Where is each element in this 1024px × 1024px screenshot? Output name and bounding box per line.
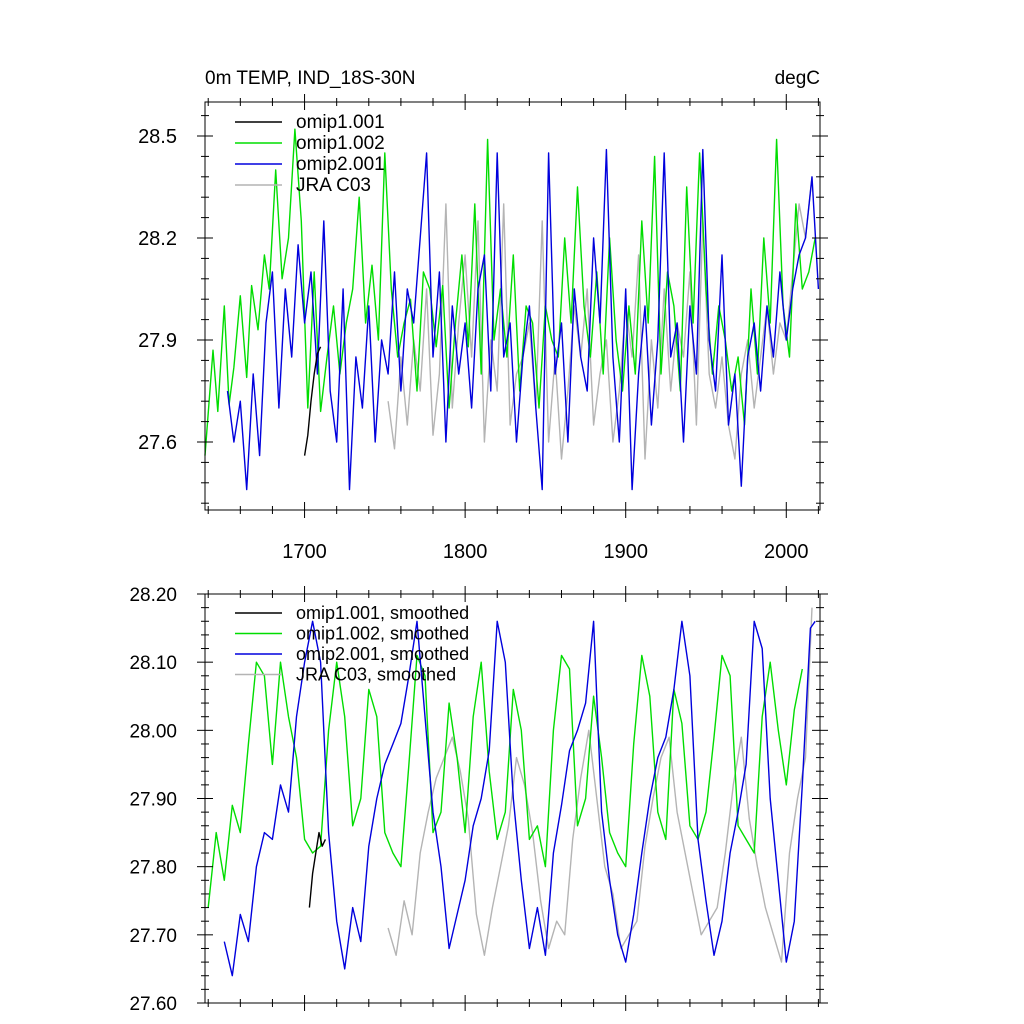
chart-units: degC	[775, 68, 820, 89]
y-tick-label: 27.70	[129, 926, 177, 947]
x-tick-label: 1800	[443, 541, 488, 563]
series-line-2	[226, 148, 820, 491]
series-line-3	[387, 176, 813, 460]
y-tick-label: 28.00	[129, 721, 177, 742]
legend-label: JRA C03, smoothed	[296, 665, 456, 685]
legend-label: omip1.001, smoothed	[296, 603, 469, 623]
series-line-1	[207, 654, 803, 908]
series-line-0	[308, 831, 327, 908]
series-layer	[204, 128, 820, 491]
y-tick-label: 28.5	[138, 126, 177, 148]
legend-label: omip2.001, smoothed	[296, 644, 469, 664]
ticks-layer: 27.60 27.70 27.80 27.90 28.00 28.10 28.20	[129, 585, 828, 1015]
legend-label: omip1.002	[296, 133, 385, 154]
series-line-2	[223, 620, 816, 977]
x-tick-label: 1700	[282, 541, 327, 563]
series-line-0	[303, 346, 322, 456]
y-tick-label: 27.80	[129, 858, 177, 879]
x-tick-label: 1900	[603, 541, 648, 563]
y-tick-label: 27.6	[138, 432, 177, 454]
ticks-layer: 1700 1800 1900 2000 27.6 27.9 28.2 28.5	[138, 94, 828, 563]
chart-title: 0m TEMP, IND_18S-30N	[205, 68, 416, 89]
bottom-chart-panel: 27.60 27.70 27.80 27.90 28.00 28.10 28.20 omip…	[129, 585, 828, 1015]
y-tick-label: 27.90	[129, 790, 177, 811]
y-tick-label: 27.60	[129, 994, 177, 1015]
series-layer	[207, 607, 816, 977]
series-line-3	[387, 607, 813, 963]
plot-frame	[204, 101, 821, 511]
legend-label: JRA C03	[296, 175, 371, 196]
top-chart-panel: 0m TEMP, IND_18S-30N degC 1700 1800 1900 20…	[138, 68, 828, 563]
y-tick-label: 28.2	[138, 228, 177, 250]
legend-label: omip1.002, smoothed	[296, 624, 469, 644]
series-line-1	[204, 128, 816, 456]
x-tick-label: 2000	[764, 541, 809, 563]
legend-label: omip2.001	[296, 154, 385, 175]
y-tick-label: 28.20	[129, 585, 177, 606]
y-tick-label: 28.10	[129, 653, 177, 674]
y-tick-label: 27.9	[138, 330, 177, 352]
legend-label: omip1.001	[296, 112, 385, 133]
